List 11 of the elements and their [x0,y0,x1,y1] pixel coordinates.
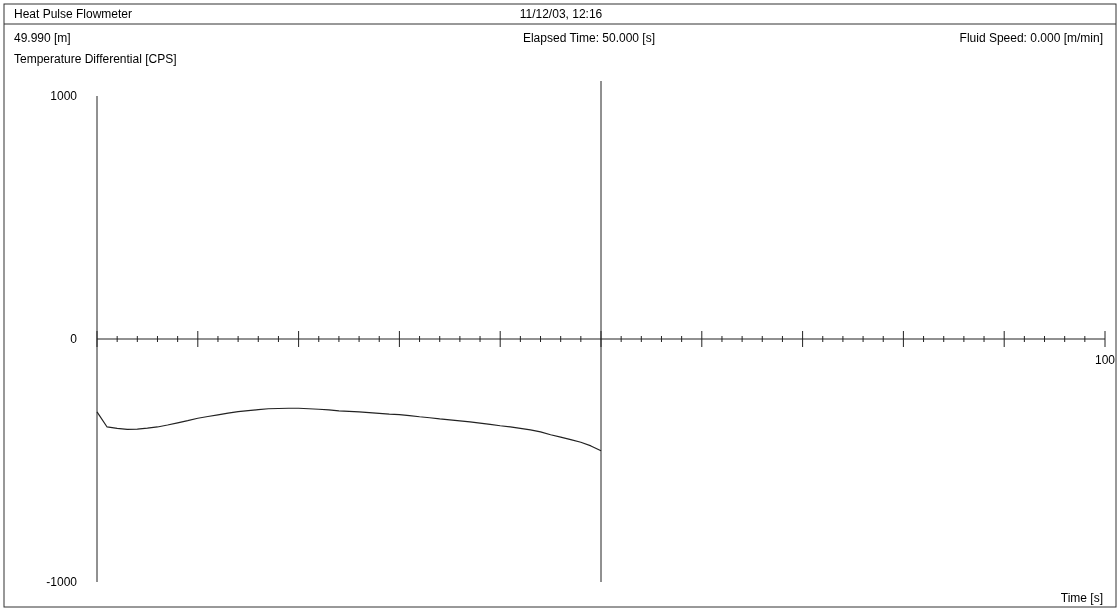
y-tick-label: 0 [70,332,78,347]
text: Elapsed Time: 50.000 [s] [522,31,656,45]
chart-subtitle: 11/12/03, 12:16 [519,7,603,21]
x-axis-title: Time [s] [1060,591,1103,605]
y-tick-label: 1000 [50,89,78,104]
text: 49.990 [m] [14,31,71,45]
x-tick-label: 100 [1094,353,1116,367]
text: Fluid Speed: 0.000 [m/min] [959,31,1103,45]
y-tick-label: -1000 [46,575,78,590]
chart-title: Heat Pulse Flowmeter [14,7,133,21]
y-axis-title: Temperature Differential [CPS] [14,52,177,66]
